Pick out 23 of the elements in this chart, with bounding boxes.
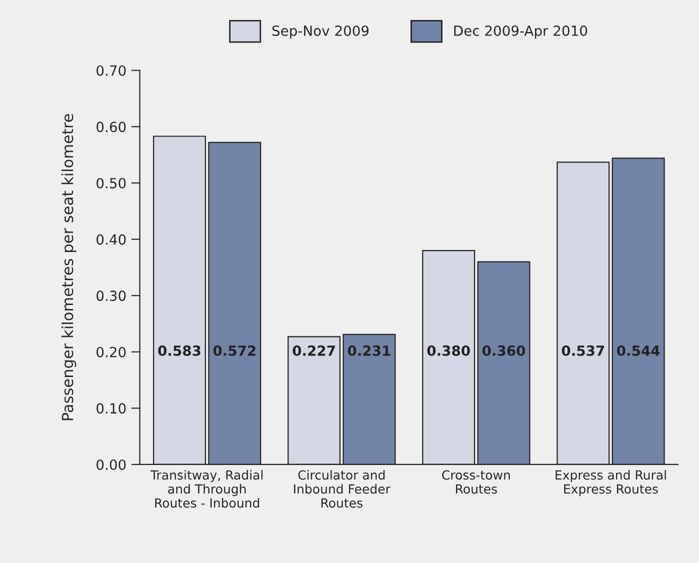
data-label: 0.227 (292, 345, 335, 356)
y-tick-label: 0.60 (96, 122, 126, 132)
y-tick-label: 0.30 (96, 290, 126, 302)
data-label: 0.537 (562, 345, 604, 356)
x-tick-label: Circulator and Inbound Feeder Routes (294, 470, 390, 508)
y-tick-label: 0.40 (96, 234, 126, 245)
data-label: 0.572 (213, 345, 256, 356)
data-label: 0.583 (158, 345, 200, 356)
data-label: 0.544 (617, 345, 660, 356)
legend-label: Sep-Nov 2009 (272, 25, 369, 39)
y-axis-title: Passenger kilometres per seat kilometre (61, 114, 76, 420)
y-tick-label: 0.10 (96, 403, 126, 414)
y-tick-label: 0.70 (96, 65, 126, 76)
data-label: 0.360 (482, 345, 526, 356)
x-tick-label: Express and Rural Express Routes (556, 470, 666, 496)
y-tick-label: 0.00 (96, 459, 126, 470)
data-label: 0.380 (427, 345, 470, 356)
legend-label: Dec 2009-Apr 2010 (454, 25, 588, 39)
data-label: 0.231 (348, 345, 390, 356)
x-tick-label: Transitway, Radial and Through Routes - Inbound (150, 470, 263, 508)
y-tick-label: 0.50 (96, 178, 126, 188)
x-tick-label: Cross-town Routes (442, 470, 510, 494)
y-tick-label: 0.20 (96, 346, 126, 358)
